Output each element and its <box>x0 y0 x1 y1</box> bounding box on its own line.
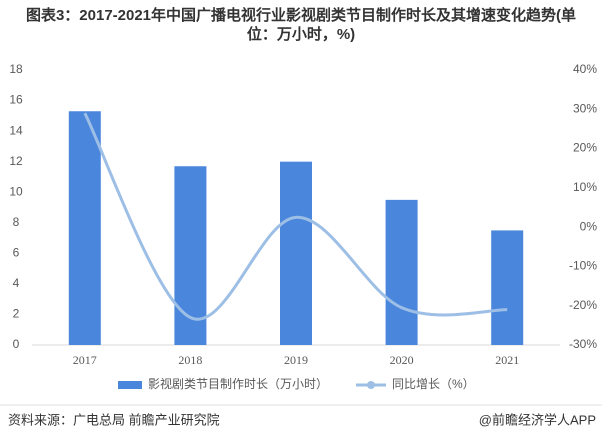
credit: @前瞻经济学人APP <box>479 412 596 427</box>
line <box>83 112 508 321</box>
bar <box>174 166 207 345</box>
y-tick-label: 10 <box>9 184 23 198</box>
y-tick-label: 8 <box>13 215 20 229</box>
y2-tick-label: 0% <box>580 219 598 233</box>
y2-tick-label: 30% <box>573 101 597 115</box>
legend-swatch-dot <box>367 381 375 389</box>
y-tick-label: 6 <box>13 246 20 260</box>
x-tick-label: 2021 <box>495 353 519 367</box>
y-tick-label: 2 <box>13 307 20 321</box>
bar <box>491 230 524 345</box>
x-tick-label: 2017 <box>73 353 97 367</box>
y2-tick-label: -30% <box>569 337 597 351</box>
y2-tick-label: -10% <box>569 259 597 273</box>
x-tick-label: 2019 <box>284 353 308 367</box>
y-tick-label: 0 <box>13 337 20 351</box>
y-tick-label: 12 <box>9 154 23 168</box>
legend-label: 影视剧类节目制作时长（万小时） <box>148 376 328 391</box>
bar <box>68 111 101 345</box>
y-tick-label: 16 <box>9 93 23 107</box>
legend-label: 同比增长（%） <box>392 377 475 391</box>
bar <box>280 161 312 345</box>
y2-tick-label: 40% <box>573 62 597 76</box>
y-tick-label: 4 <box>13 276 20 290</box>
y-tick-label: 14 <box>9 123 23 137</box>
y2-tick-label: -20% <box>569 298 597 312</box>
chart-title: 图表3：2017-2021年中国广播电视行业影视剧类节目制作时长及其增速变化趋势… <box>25 7 577 43</box>
x-tick-label: 2018 <box>178 353 202 367</box>
y-tick-label: 18 <box>9 62 23 76</box>
legend-swatch <box>118 381 142 389</box>
y2-tick-label: 10% <box>573 180 597 194</box>
source: 资料来源：广电总局 前瞻产业研究院 <box>8 412 220 427</box>
x-tick-label: 2020 <box>390 353 414 367</box>
bar <box>385 199 418 345</box>
y2-tick-label: 20% <box>573 141 597 155</box>
